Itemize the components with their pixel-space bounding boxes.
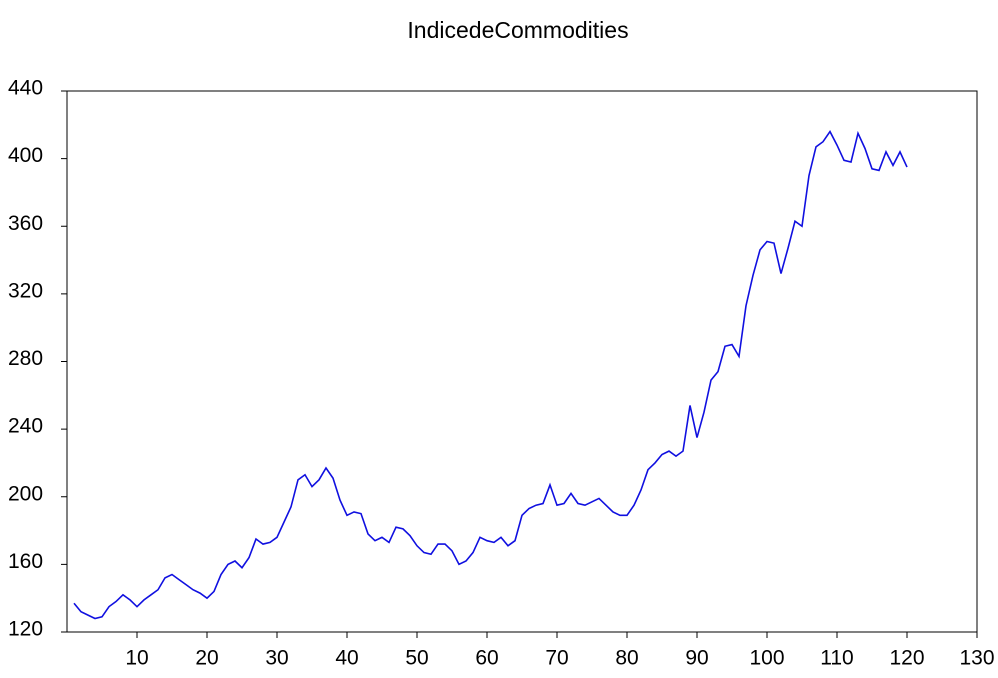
- y-tick-label: 360: [8, 212, 43, 235]
- x-tick-label: 20: [195, 647, 218, 670]
- y-tick-label: 160: [8, 550, 43, 573]
- x-tick-label: 80: [615, 647, 638, 670]
- x-tick-label: 40: [335, 647, 358, 670]
- y-tick-label: 440: [8, 77, 43, 100]
- y-tick-label: 320: [8, 279, 43, 302]
- plot-frame: [66, 90, 978, 633]
- x-tick-label: 10: [125, 647, 148, 670]
- x-tick-label: 70: [545, 647, 568, 670]
- y-tick-label: 240: [8, 415, 43, 438]
- chart-title: IndicedeCommodities: [407, 17, 628, 43]
- x-tick-label: 100: [749, 647, 784, 670]
- x-tick-label: 50: [405, 647, 428, 670]
- y-tick-label: 200: [8, 482, 43, 505]
- x-tick-label: 130: [959, 647, 994, 670]
- x-tick-label: 90: [685, 647, 708, 670]
- y-tick-label: 280: [8, 347, 43, 370]
- x-tick-label: 120: [889, 647, 924, 670]
- data-line: [73, 130, 908, 620]
- y-tick-label: 120: [8, 618, 43, 641]
- y-tick-label: 400: [8, 144, 43, 167]
- x-tick-label: 110: [820, 647, 853, 670]
- x-tick-label: 60: [475, 647, 498, 670]
- x-tick-label: 30: [265, 647, 288, 670]
